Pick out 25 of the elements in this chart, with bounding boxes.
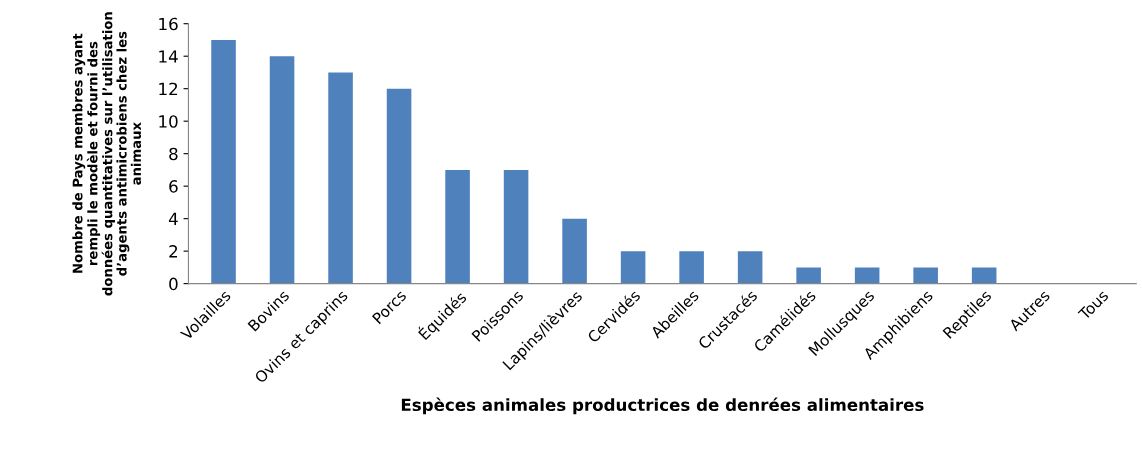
bar (913, 267, 938, 284)
bar (796, 267, 821, 284)
bar (211, 39, 236, 284)
y-tick-label: 14 (159, 50, 178, 63)
bar (971, 267, 997, 284)
y-tick-label: 8 (169, 147, 178, 161)
bar (445, 169, 470, 284)
y-tick-label: 16 (159, 17, 178, 31)
bar (620, 251, 646, 284)
y-tick-label: 12 (159, 82, 178, 96)
y-tick-label: 2 (169, 245, 178, 258)
bar (854, 267, 880, 284)
bar (562, 218, 587, 284)
y-tick-label: 0 (169, 277, 178, 291)
bar (269, 56, 295, 284)
x-axis-title: Espèces animales productrices de denrées alimentaires (401, 397, 924, 415)
bar (679, 251, 704, 284)
bar (328, 72, 353, 284)
y-tick-label: 6 (169, 180, 178, 193)
y-tick-label: 4 (168, 212, 178, 225)
y-axis-title: Nombre de Pays membres ayant rempli le modèle et fourni des données quantitatives sur l’utilisation d’agents antimicrobiens chez les animaux (72, 12, 142, 296)
y-tick-label: 10 (159, 115, 178, 128)
bar (503, 169, 529, 284)
bar (386, 88, 412, 284)
bar (737, 251, 763, 284)
